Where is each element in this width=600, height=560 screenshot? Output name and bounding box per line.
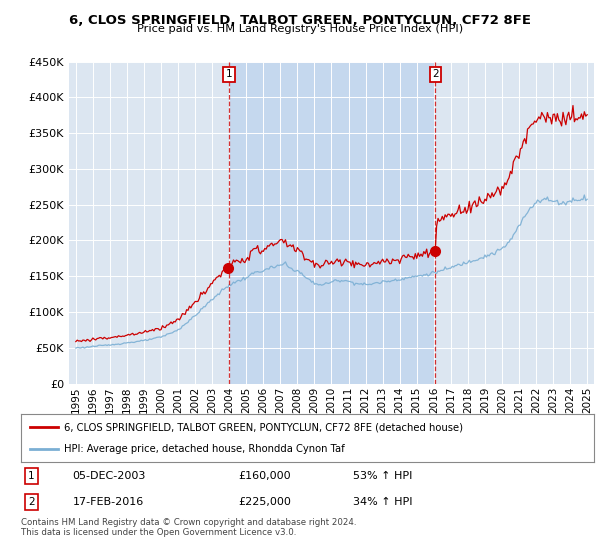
Text: 2: 2 <box>28 497 35 507</box>
Text: 1: 1 <box>28 472 35 481</box>
Text: 53% ↑ HPI: 53% ↑ HPI <box>353 472 413 481</box>
Text: HPI: Average price, detached house, Rhondda Cynon Taf: HPI: Average price, detached house, Rhon… <box>64 444 345 454</box>
Text: 6, CLOS SPRINGFIELD, TALBOT GREEN, PONTYCLUN, CF72 8FE: 6, CLOS SPRINGFIELD, TALBOT GREEN, PONTY… <box>69 14 531 27</box>
Text: Contains HM Land Registry data © Crown copyright and database right 2024.
This d: Contains HM Land Registry data © Crown c… <box>21 518 356 538</box>
Text: 2: 2 <box>432 69 439 80</box>
Text: 05-DEC-2003: 05-DEC-2003 <box>73 472 146 481</box>
Bar <box>229 62 436 384</box>
Text: Price paid vs. HM Land Registry's House Price Index (HPI): Price paid vs. HM Land Registry's House … <box>137 24 463 34</box>
Text: 6, CLOS SPRINGFIELD, TALBOT GREEN, PONTYCLUN, CF72 8FE (detached house): 6, CLOS SPRINGFIELD, TALBOT GREEN, PONTY… <box>64 422 463 432</box>
Text: 1: 1 <box>226 69 233 80</box>
Text: 17-FEB-2016: 17-FEB-2016 <box>73 497 144 507</box>
Text: £225,000: £225,000 <box>239 497 292 507</box>
Text: 34% ↑ HPI: 34% ↑ HPI <box>353 497 413 507</box>
Text: £160,000: £160,000 <box>239 472 292 481</box>
